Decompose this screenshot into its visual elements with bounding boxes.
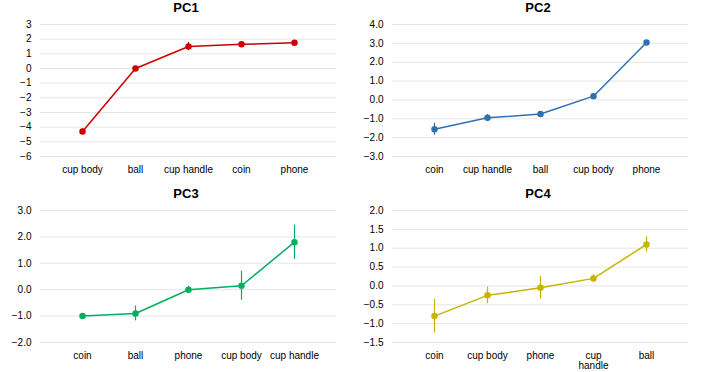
svg-text:0.5: 0.5: [370, 261, 384, 272]
svg-text:2.0: 2.0: [370, 56, 384, 67]
svg-text:2.0: 2.0: [370, 205, 384, 216]
svg-text:−3.0: −3.0: [364, 151, 384, 162]
svg-text:0.0: 0.0: [370, 280, 384, 291]
svg-text:phone: phone: [175, 350, 203, 361]
svg-text:cuphandle: cuphandle: [578, 350, 608, 371]
svg-text:−1.0: −1.0: [364, 113, 384, 124]
svg-text:cup body: cup body: [62, 164, 103, 175]
svg-text:−4: −4: [20, 121, 32, 132]
svg-text:1.0: 1.0: [18, 258, 32, 269]
svg-text:0.0: 0.0: [370, 94, 384, 105]
svg-text:ball: ball: [533, 164, 549, 175]
svg-text:2.0: 2.0: [18, 231, 32, 242]
svg-text:−6: −6: [20, 151, 32, 162]
svg-text:−3: −3: [20, 107, 32, 118]
svg-text:3.0: 3.0: [18, 205, 32, 216]
svg-text:phone: phone: [527, 350, 555, 361]
svg-text:1.0: 1.0: [370, 242, 384, 253]
svg-text:phone: phone: [281, 164, 309, 175]
svg-text:phone: phone: [633, 164, 661, 175]
svg-text:2: 2: [26, 33, 32, 44]
svg-text:−1.0: −1.0: [12, 310, 32, 321]
svg-text:−2.0: −2.0: [12, 337, 32, 348]
svg-text:1.5: 1.5: [370, 224, 384, 235]
svg-text:3: 3: [26, 19, 32, 30]
html-text:PC1: PC1: [173, 0, 199, 15]
svg-text:−1: −1: [20, 77, 32, 88]
svg-text:coin: coin: [232, 164, 250, 175]
svg-text:cup body: cup body: [221, 350, 262, 361]
svg-text:cup handle: cup handle: [270, 350, 319, 361]
svg-text:ball: ball: [639, 350, 655, 361]
svg-text:−2.0: −2.0: [364, 132, 384, 143]
svg-text:cup body: cup body: [467, 350, 508, 361]
svg-text:0.0: 0.0: [18, 284, 32, 295]
svg-text:1.0: 1.0: [370, 75, 384, 86]
svg-text:−2: −2: [20, 92, 32, 103]
svg-text:coin: coin: [425, 350, 443, 361]
svg-text:coin: coin: [73, 350, 91, 361]
html-text:PC2: PC2: [525, 0, 551, 15]
svg-text:cup body: cup body: [573, 164, 614, 175]
svg-text:cup handle: cup handle: [164, 164, 213, 175]
html-text:PC4: PC4: [525, 186, 551, 201]
svg-text:−0.5: −0.5: [364, 299, 384, 310]
svg-text:3.0: 3.0: [370, 38, 384, 49]
svg-text:ball: ball: [128, 164, 144, 175]
svg-text:0: 0: [26, 63, 32, 74]
svg-text:ball: ball: [128, 350, 144, 361]
svg-text:4.0: 4.0: [370, 19, 384, 30]
svg-text:coin: coin: [425, 164, 443, 175]
html-text:PC3: PC3: [173, 186, 199, 201]
svg-text:cup handle: cup handle: [463, 164, 512, 175]
svg-text:−1.5: −1.5: [364, 337, 384, 348]
svg-text:1: 1: [26, 48, 32, 59]
svg-text:−5: −5: [20, 136, 32, 147]
svg-text:−1.0: −1.0: [364, 318, 384, 329]
